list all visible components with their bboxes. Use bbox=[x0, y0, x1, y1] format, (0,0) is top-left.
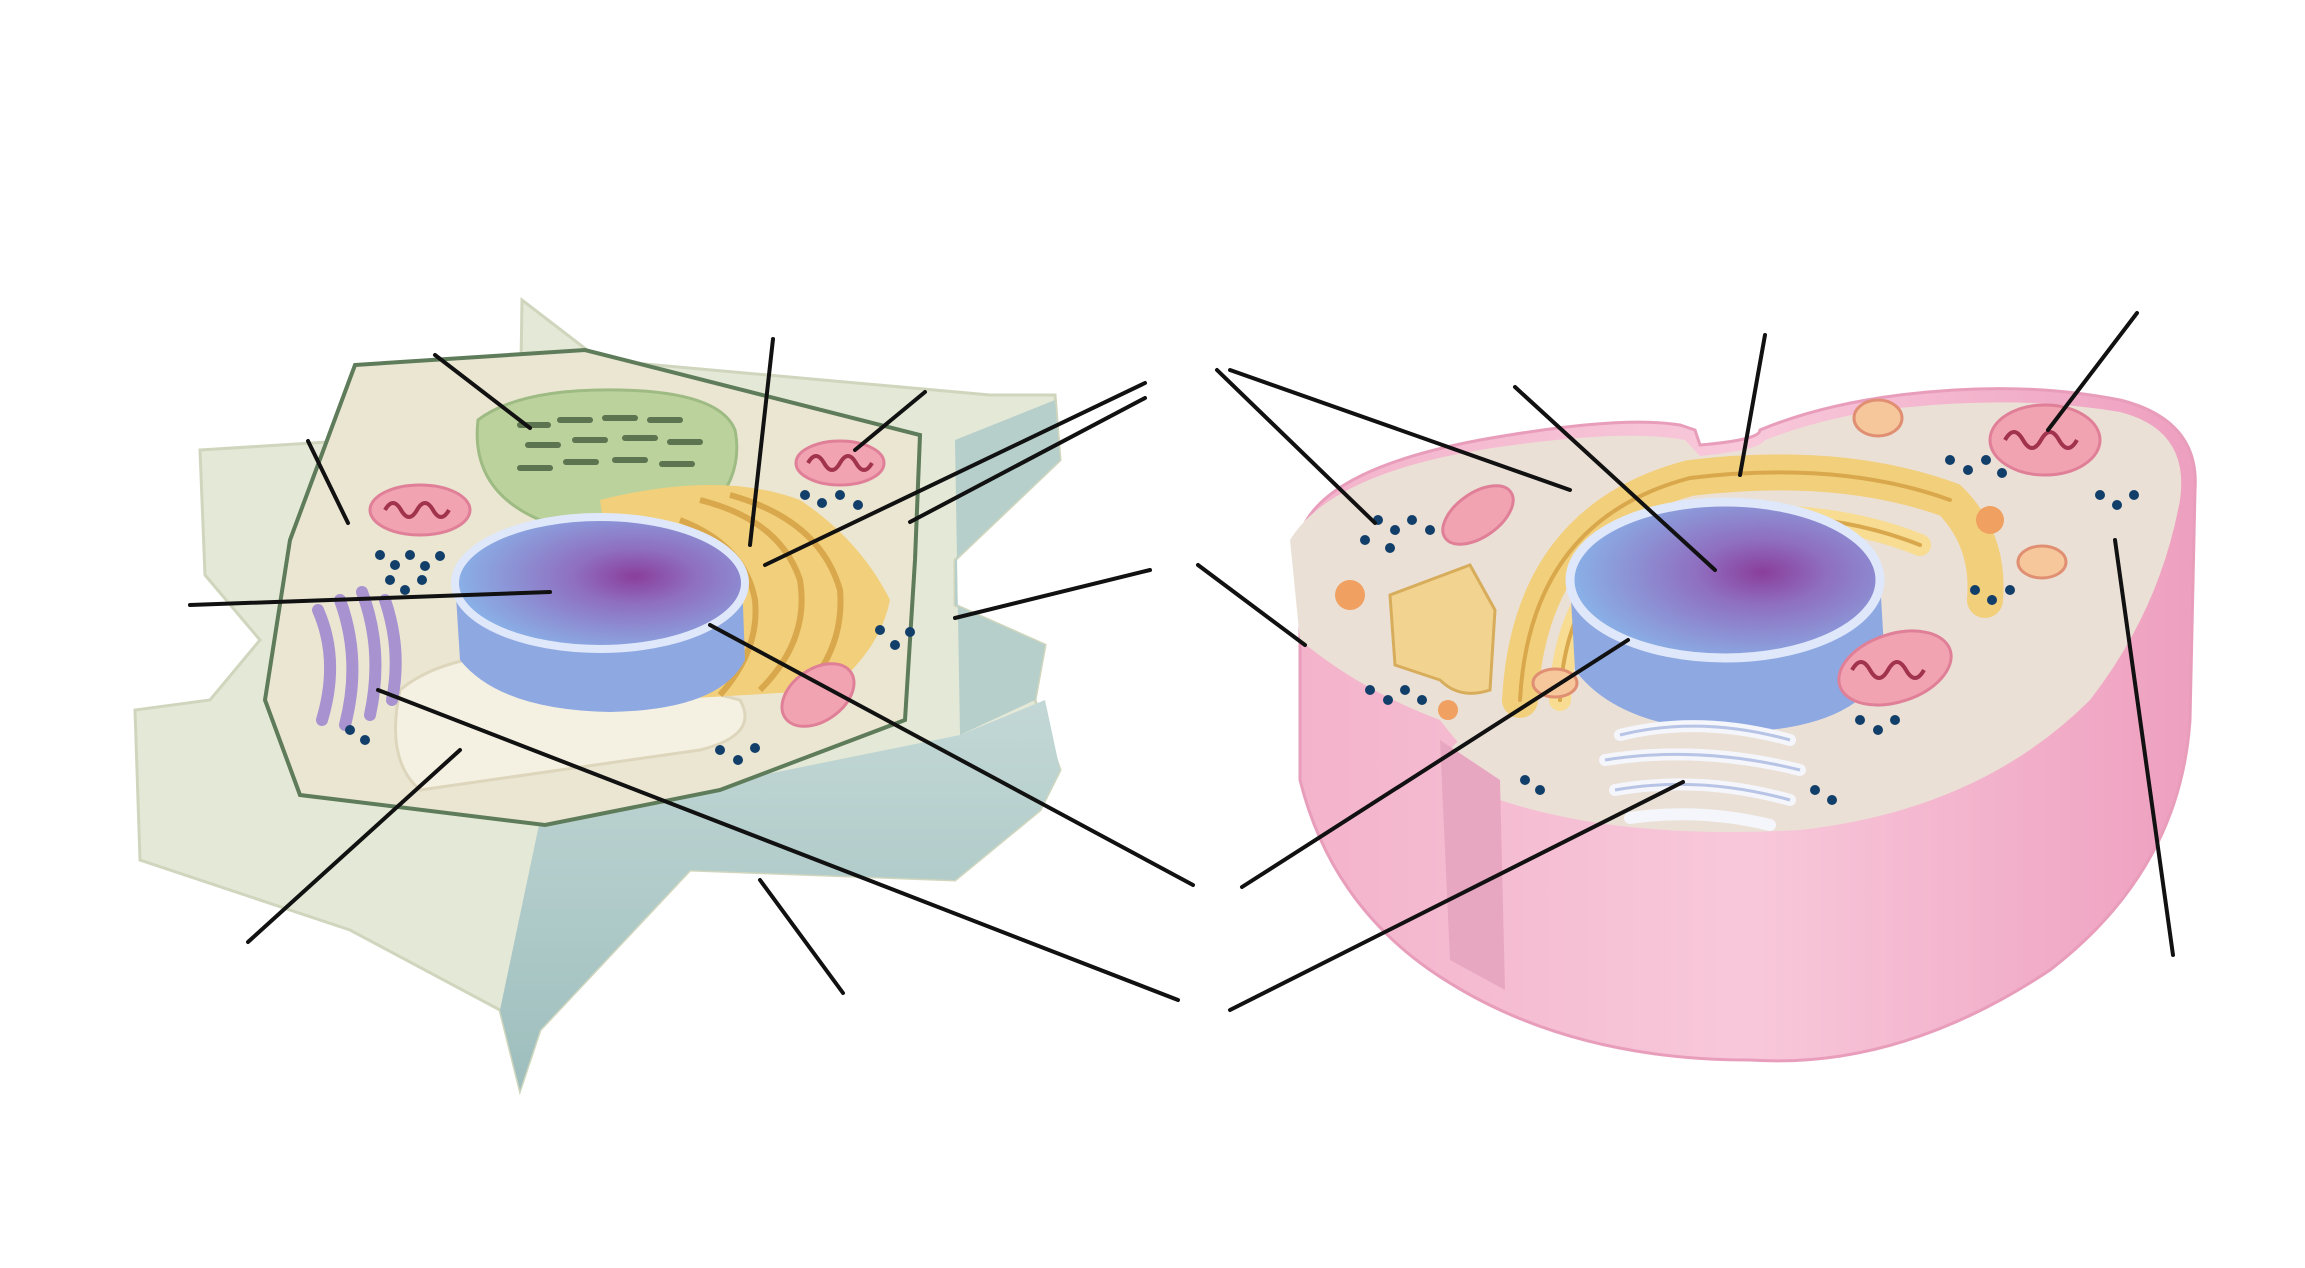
leader-line bbox=[1228, 780, 1685, 1012]
animal-golgi-outline bbox=[1604, 724, 1801, 802]
plant-golgi bbox=[312, 586, 402, 731]
animal-lysosomes bbox=[1335, 398, 2068, 720]
plant-ribosomes bbox=[345, 490, 915, 765]
plant-nucleus bbox=[451, 513, 749, 712]
leader-line bbox=[433, 353, 532, 430]
plant-wall-front-face bbox=[500, 700, 1060, 1090]
leader-line bbox=[748, 337, 775, 547]
leader-line bbox=[1196, 563, 1307, 647]
animal-notch-face bbox=[1440, 740, 1505, 990]
leader-line bbox=[1240, 638, 1630, 889]
plant-cell-illustration bbox=[133, 296, 1195, 1096]
leader-line bbox=[1228, 368, 1572, 492]
leader-line bbox=[188, 590, 552, 607]
leader-line bbox=[1513, 385, 1717, 572]
plant-leader-lines bbox=[188, 337, 1195, 1002]
leader-line bbox=[758, 878, 845, 995]
leader-line bbox=[306, 439, 350, 525]
leader-line bbox=[708, 623, 1195, 887]
leader-line bbox=[2113, 538, 2175, 957]
leader-line bbox=[853, 390, 927, 452]
leader-line bbox=[376, 688, 1180, 1002]
animal-leader-lines bbox=[1196, 311, 2175, 1012]
animal-cell-illustration bbox=[1196, 311, 2197, 1063]
leader-line bbox=[246, 748, 462, 944]
leader-line bbox=[1215, 368, 1377, 525]
plant-mitochondria bbox=[368, 439, 886, 728]
leader-line bbox=[1738, 333, 1767, 477]
leader-line bbox=[763, 381, 1147, 567]
animal-nucleus bbox=[1565, 497, 1885, 732]
animal-smooth-er bbox=[1388, 563, 1497, 695]
leader-line bbox=[2046, 311, 2139, 432]
leader-line bbox=[953, 568, 1152, 620]
leader-line bbox=[908, 396, 1147, 524]
animal-mitochondria bbox=[1441, 403, 2102, 707]
animal-ribosomes bbox=[1360, 455, 2139, 805]
